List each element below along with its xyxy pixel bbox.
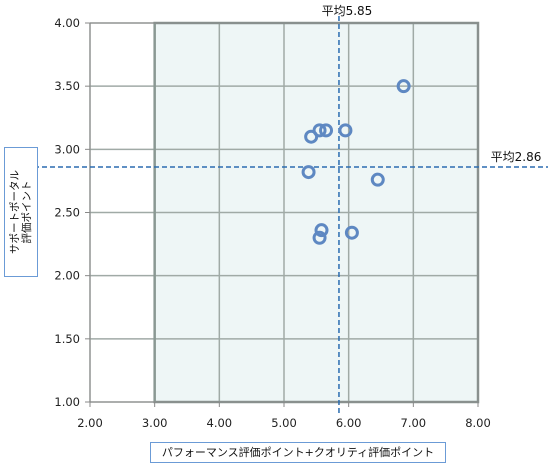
y-tick-label: 2.00 [54, 269, 80, 283]
data-point [314, 223, 329, 238]
x-tick-label: 2.00 [77, 416, 103, 430]
x-tick-label: 7.00 [401, 416, 427, 430]
x-tick-label: 6.00 [336, 416, 362, 430]
y-tick-label: 1.00 [54, 395, 80, 409]
y-tick-label: 3.00 [54, 142, 80, 156]
y-tick-label: 3.50 [54, 79, 80, 93]
y-axis-title-line-1: サポートポータル [9, 170, 21, 254]
x-axis-title: パフォーマンス評価ポイント+クオリティ評価ポイント [150, 442, 446, 463]
x-tick-label: 4.00 [207, 416, 233, 430]
data-point [312, 123, 327, 138]
data-point [344, 225, 359, 240]
data-point [301, 165, 316, 180]
x-tick-label: 3.00 [142, 416, 168, 430]
data-point [370, 172, 385, 187]
y-tick-label: 2.50 [54, 206, 80, 220]
y-axis-title: サポートポータル 評価ポイント [4, 147, 38, 277]
data-point [396, 79, 411, 94]
y-axis-title-line-2: 評価ポイント [21, 180, 33, 244]
data-point [319, 123, 334, 138]
x-average-label: 平均5.85 [322, 4, 373, 18]
y-tick-label: 1.50 [54, 332, 80, 346]
y-average-label: 平均2.86 [491, 150, 542, 164]
y-tick-label: 4.00 [54, 16, 80, 30]
x-tick-label: 8.00 [465, 416, 491, 430]
data-point [338, 123, 353, 138]
data-point [312, 230, 327, 245]
x-tick-label: 5.00 [271, 416, 297, 430]
